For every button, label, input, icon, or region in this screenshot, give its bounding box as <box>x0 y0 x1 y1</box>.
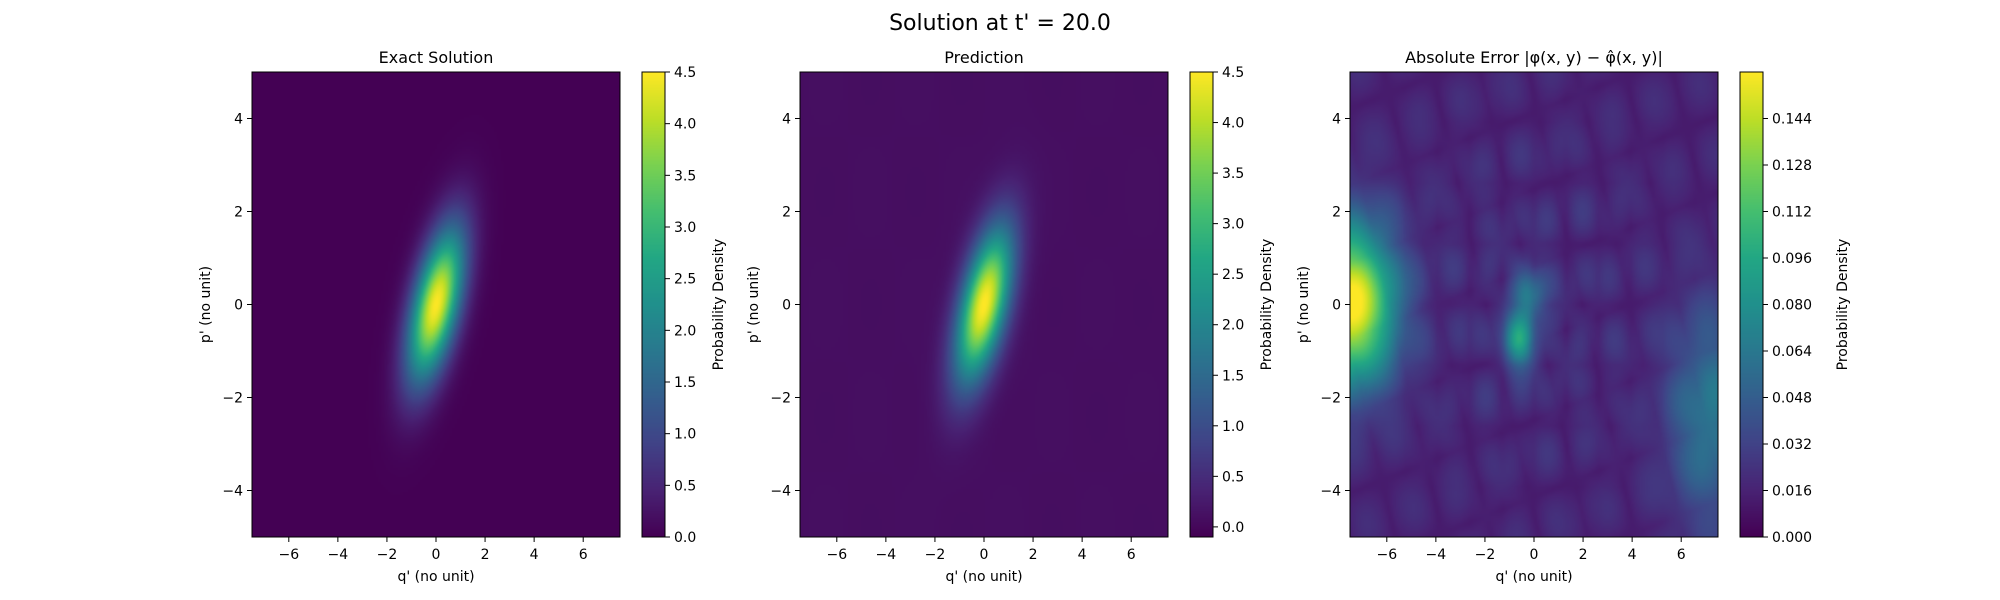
x-tick-label: −4 <box>1426 547 1447 563</box>
x-tick-label: 0 <box>1530 547 1539 563</box>
subplot-3: Absolute Error |φ(x, y) − φ̂(x, y)| −6 −4 −… <box>1296 48 1851 585</box>
subplot-1: Exact Solution −6 −4 −2 0 2 4 6 −4 −2 0 2 4 q' (no un… <box>198 48 727 585</box>
subplot-2: Prediction −6 −4 −2 0 2 4 6 −4 −2 0 2 4 q' (no unit) p… <box>746 48 1275 585</box>
colorbar-tick-label: 2.0 <box>674 323 696 339</box>
colorbar-tick-label: 4.5 <box>1222 65 1244 81</box>
y-axis-label: p' (no unit) <box>1296 266 1312 343</box>
colorbar-gradient <box>642 72 665 537</box>
x-tick-label: −4 <box>328 547 349 563</box>
x-tick-label: −2 <box>925 547 946 563</box>
colorbar-tick-label: 0.0 <box>1222 520 1244 536</box>
colorbar-tick-label: 2.5 <box>1222 267 1244 283</box>
x-tick-label: 6 <box>579 547 588 563</box>
subplot-title: Absolute Error |φ(x, y) − φ̂(x, y)| <box>1405 48 1663 67</box>
x-tick-label: 2 <box>1579 547 1588 563</box>
colorbar-tick-label: 3.0 <box>1222 217 1244 233</box>
y-tick-label: 4 <box>1332 112 1341 128</box>
y-tick-label: 0 <box>782 298 791 314</box>
colorbar-tick-label: 0.0 <box>674 530 696 546</box>
y-tick-label: 4 <box>782 112 791 128</box>
x-tick-label: −2 <box>377 547 398 563</box>
x-axis-label: q' (no unit) <box>945 569 1022 585</box>
y-axis-label: p' (no unit) <box>198 266 214 343</box>
x-tick-label: −4 <box>876 547 897 563</box>
y-tick-label: 0 <box>1332 298 1341 314</box>
y-tick-label: 0 <box>234 298 243 314</box>
colorbar-tick-label: 0.016 <box>1772 484 1812 500</box>
colorbar-label: Probability Density <box>1259 239 1275 371</box>
colorbar-tick-label: 0.000 <box>1772 530 1812 546</box>
y-tick-label: 2 <box>234 205 243 221</box>
x-tick-label: 4 <box>1628 547 1637 563</box>
colorbar-tick-label: 1.0 <box>1222 419 1244 435</box>
colorbar-tick-label: 0.112 <box>1772 205 1812 221</box>
heatmap-image <box>252 72 620 537</box>
colorbar-tick-label: 0.032 <box>1772 437 1812 453</box>
y-tick-label: −4 <box>770 484 791 500</box>
x-axis-label: q' (no unit) <box>397 569 474 585</box>
x-tick-label: −6 <box>278 547 299 563</box>
colorbar-tick-label: 3.0 <box>674 220 696 236</box>
x-tick-label: −6 <box>1376 547 1397 563</box>
colorbar-tick-label: 2.5 <box>674 272 696 288</box>
colorbar-label: Probability Density <box>1835 239 1851 371</box>
figure-title: Solution at t' = 20.0 <box>889 11 1111 36</box>
x-tick-label: 4 <box>530 547 539 563</box>
colorbar-frame <box>641 71 666 538</box>
colorbar-gradient <box>1190 72 1213 537</box>
y-tick-label: −2 <box>1320 391 1341 407</box>
x-tick-label: 0 <box>432 547 441 563</box>
colorbar-tick-label: 3.5 <box>674 168 696 184</box>
colorbar-label: Probability Density <box>711 239 727 371</box>
colorbar-tick-label: 0.5 <box>674 478 696 494</box>
colorbar-tick-label: 4.5 <box>674 65 696 81</box>
x-tick-label: 0 <box>980 547 989 563</box>
colorbar-tick-label: 3.5 <box>1222 166 1244 182</box>
colorbar-tick-label: 0.080 <box>1772 298 1812 314</box>
y-tick-label: 4 <box>234 112 243 128</box>
x-tick-label: 6 <box>1677 547 1686 563</box>
x-tick-label: −6 <box>826 547 847 563</box>
y-tick-label: −4 <box>222 484 243 500</box>
colorbar-tick-label: 1.0 <box>674 427 696 443</box>
x-tick-label: 2 <box>1029 547 1038 563</box>
colorbar-tick-label: 0.048 <box>1772 391 1812 407</box>
y-tick-label: −2 <box>222 391 243 407</box>
subplot-title: Exact Solution <box>379 48 494 67</box>
heatmap-image <box>1350 72 1718 537</box>
x-tick-label: 2 <box>481 547 490 563</box>
x-tick-label: −2 <box>1475 547 1496 563</box>
x-axis-label: q' (no unit) <box>1495 569 1572 585</box>
colorbar-tick-label: 2.0 <box>1222 318 1244 334</box>
subplot-title: Prediction <box>944 48 1023 67</box>
colorbar-tick-label: 1.5 <box>674 375 696 391</box>
colorbar-tick-label: 1.5 <box>1222 368 1244 384</box>
colorbar-tick-label: 0.5 <box>1222 469 1244 485</box>
colorbar-tick-label: 4.0 <box>1222 116 1244 132</box>
colorbar-tick-label: 0.128 <box>1772 158 1812 174</box>
heatmap-image <box>800 72 1168 537</box>
y-tick-label: −2 <box>770 391 791 407</box>
x-tick-label: 6 <box>1127 547 1136 563</box>
colorbar-tick-label: 0.144 <box>1772 112 1812 128</box>
colorbar-gradient <box>1740 72 1763 537</box>
y-tick-label: −4 <box>1320 484 1341 500</box>
x-tick-label: 4 <box>1078 547 1087 563</box>
colorbar-frame <box>1189 71 1214 538</box>
colorbar-tick-label: 4.0 <box>674 117 696 133</box>
y-tick-label: 2 <box>782 205 791 221</box>
y-tick-label: 2 <box>1332 205 1341 221</box>
y-axis-label: p' (no unit) <box>746 266 762 343</box>
colorbar-tick-label: 0.096 <box>1772 251 1812 267</box>
colorbar-tick-label: 0.064 <box>1772 344 1812 360</box>
